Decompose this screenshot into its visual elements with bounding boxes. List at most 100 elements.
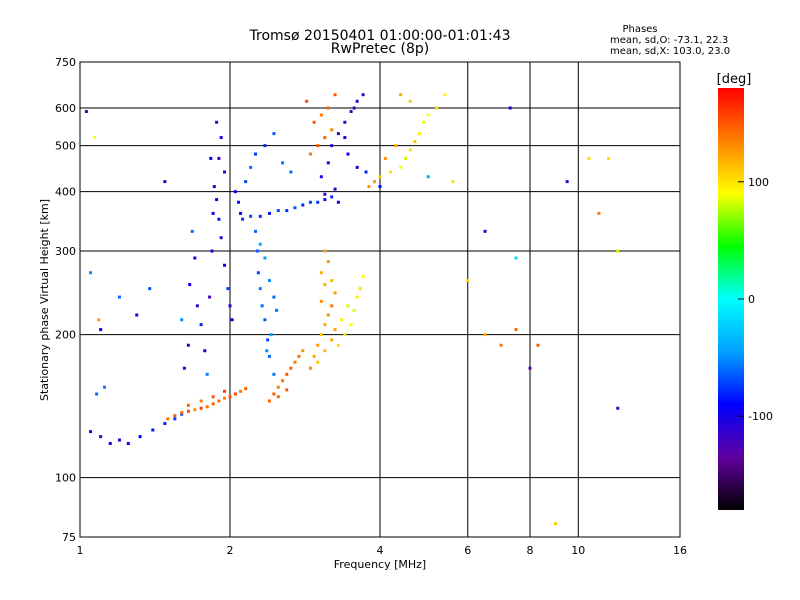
- y-tick-label: 500: [55, 140, 76, 153]
- x-tick-label: 6: [464, 544, 471, 557]
- data-point: [343, 136, 347, 140]
- y-tick-label: 300: [55, 245, 76, 258]
- data-point: [267, 354, 271, 358]
- data-point: [258, 287, 262, 291]
- data-point: [223, 396, 227, 400]
- data-point: [399, 165, 403, 169]
- data-point: [211, 402, 215, 406]
- data-point: [108, 442, 112, 446]
- data-point: [255, 249, 259, 253]
- colorbar-tick-label: 100: [748, 176, 769, 189]
- data-point: [323, 136, 327, 140]
- data-point: [285, 209, 289, 213]
- plot-area-frame: [79, 61, 681, 538]
- y-axis-ticks: 75 100 200 300 400 500 600 750: [55, 56, 76, 544]
- data-point: [186, 403, 190, 407]
- data-point: [263, 144, 267, 148]
- data-point: [163, 422, 167, 426]
- data-point: [211, 211, 215, 215]
- data-point: [226, 287, 230, 291]
- data-point: [597, 211, 601, 215]
- data-point: [323, 349, 327, 353]
- data-point: [93, 136, 97, 140]
- data-point: [267, 279, 271, 283]
- data-point: [305, 99, 309, 103]
- data-point: [211, 395, 215, 399]
- data-point: [308, 152, 312, 156]
- data-point: [383, 156, 387, 160]
- data-point: [269, 333, 273, 337]
- data-point: [333, 93, 337, 97]
- data-point: [413, 140, 417, 144]
- y-axis-label: Stationary phase Virtual Height [km]: [38, 199, 51, 401]
- colorbar-label: [deg]: [717, 72, 752, 87]
- data-point: [319, 113, 323, 117]
- data-point: [312, 354, 316, 358]
- data-point: [84, 109, 88, 113]
- y-tick-label: 750: [55, 56, 76, 69]
- data-point: [323, 198, 327, 202]
- data-point: [297, 354, 301, 358]
- data-point: [587, 156, 591, 160]
- data-point: [203, 349, 207, 353]
- data-point: [163, 180, 167, 184]
- y-tick-label: 200: [55, 329, 76, 342]
- data-point: [319, 299, 323, 303]
- data-point: [528, 366, 532, 370]
- data-point: [319, 175, 323, 179]
- data-point: [378, 175, 382, 179]
- data-point: [97, 318, 101, 322]
- data-point: [195, 304, 199, 308]
- data-point: [253, 152, 257, 156]
- data-point: [199, 399, 203, 403]
- data-point: [209, 156, 213, 160]
- data-point: [223, 170, 227, 174]
- data-point: [565, 180, 569, 184]
- data-point: [166, 417, 170, 421]
- data-point: [333, 328, 337, 332]
- data-point: [508, 106, 512, 110]
- data-point: [323, 323, 327, 327]
- data-point: [260, 304, 264, 308]
- data-point: [343, 120, 347, 124]
- data-point: [355, 99, 359, 103]
- data-point: [219, 136, 223, 140]
- data-point: [173, 414, 177, 418]
- data-point: [205, 372, 209, 376]
- data-point: [272, 132, 276, 136]
- data-point: [607, 156, 611, 160]
- data-point: [466, 279, 470, 283]
- data-point: [417, 132, 421, 136]
- chart-subtitle: RwPretec (8p): [331, 41, 429, 57]
- data-point: [249, 214, 253, 218]
- data-point: [330, 338, 334, 342]
- x-tick-label: 10: [571, 544, 585, 557]
- data-point: [182, 366, 186, 370]
- data-point: [95, 392, 99, 396]
- data-point: [180, 412, 184, 416]
- data-point: [340, 318, 344, 322]
- data-point: [364, 170, 368, 174]
- data-point: [215, 120, 219, 124]
- x-tick-label: 2: [227, 544, 234, 557]
- data-point: [258, 214, 262, 218]
- data-point: [126, 442, 130, 446]
- x-tick-label: 16: [673, 544, 687, 557]
- data-point: [244, 387, 248, 391]
- data-point: [258, 242, 262, 246]
- data-point: [367, 185, 371, 189]
- data-point: [223, 389, 227, 393]
- x-axis-label: Frequency [MHz]: [334, 558, 426, 571]
- data-point: [241, 217, 245, 221]
- data-point: [346, 304, 350, 308]
- data-point: [253, 229, 257, 233]
- data-point: [333, 291, 337, 295]
- stats-heading: Phases: [622, 24, 657, 35]
- data-point: [135, 313, 139, 317]
- data-point: [281, 379, 285, 383]
- data-point: [349, 323, 353, 327]
- data-point: [148, 287, 152, 291]
- data-point: [499, 343, 503, 347]
- data-point: [217, 217, 221, 221]
